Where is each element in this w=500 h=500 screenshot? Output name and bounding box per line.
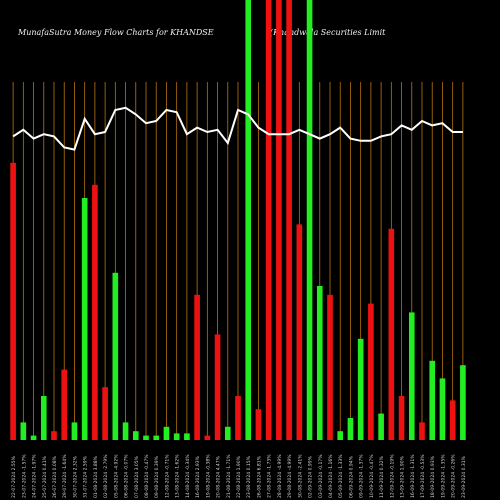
bar: [449, 400, 456, 440]
bar: [10, 162, 16, 441]
bar: [388, 228, 395, 440]
x-tick-label: 07-08-2024 3.05%: [134, 455, 140, 498]
bar: [429, 360, 436, 440]
chart-title: MunafaSutra Money Flow Charts for KHANDS…: [18, 28, 214, 37]
bar: [184, 433, 190, 440]
x-tick-label: 17-09-2024 -0.53%: [420, 454, 426, 498]
x-tick-label: 26-07-2024 0.08%: [52, 455, 58, 498]
x-tick-label: 26-08-2024 6.81%: [256, 455, 262, 498]
bar: [378, 413, 384, 440]
flow-line: [12, 106, 463, 151]
bar: [419, 422, 425, 440]
x-tick-label: 13-09-2024 1.90%: [400, 455, 406, 498]
bar: [61, 369, 68, 440]
bar: [71, 422, 78, 440]
bar: [92, 184, 98, 440]
bar: [112, 272, 119, 440]
bar: [235, 396, 241, 440]
bar: [40, 396, 47, 440]
x-tick-label: 04-09-2024 -1.16%: [328, 454, 334, 498]
x-tick-label: 09-09-2024 -1.37%: [359, 454, 365, 498]
bar: [81, 198, 88, 440]
x-tick-label: 28-08-2024 -4.99%: [277, 454, 283, 498]
bar: [276, 0, 282, 440]
bar: [153, 435, 160, 440]
x-tick-label: 11-09-2024 0.32%: [379, 455, 385, 498]
x-tick-label: 20-08-2024 4.47%: [216, 455, 222, 498]
bar: [132, 431, 139, 440]
bar: [204, 435, 211, 440]
x-tick-label: 08-08-2024 -0.47%: [144, 454, 150, 498]
bar: [173, 433, 180, 440]
bar: [327, 294, 333, 440]
bar: [214, 334, 221, 440]
bar: [368, 303, 374, 440]
bar: [122, 422, 129, 440]
x-tick-label: 19-09-2024 -1.35%: [440, 454, 446, 498]
x-tick-label: 16-08-2024 2.93%: [195, 455, 201, 498]
x-tick-label: 06-09-2024 0.94%: [348, 455, 354, 498]
x-tick-label: 16-09-2024 -1.31%: [410, 454, 416, 498]
bar: [337, 431, 344, 440]
x-tick-label: 05-09-2024 -1.33%: [338, 454, 344, 498]
bar: [20, 422, 27, 440]
x-tick-label: 05-08-2024 -4.92%: [113, 454, 119, 498]
x-tick-label: 31-07-2024 2.59%: [83, 455, 89, 498]
bar: [265, 0, 272, 440]
bar: [224, 426, 231, 440]
x-tick-label: 23-07-2024 -1.57%: [21, 454, 27, 498]
bar: [398, 396, 405, 440]
x-tick-label: 10-09-2024 -0.47%: [369, 454, 375, 498]
x-tick-label: 22-07-2024 2.55%: [11, 455, 17, 498]
bar: [51, 431, 57, 440]
x-tick-label: 24-07-2024 -1.97%: [32, 454, 38, 498]
x-tick-label: 29-07-2024 -1.64%: [62, 454, 68, 498]
x-tick-label: 02-08-2024 -2.79%: [103, 454, 109, 498]
x-tick-label: 29-08-2024 -4.99%: [287, 454, 293, 498]
x-tick-label: 30-08-2024 -2.41%: [297, 454, 303, 498]
bar: [439, 378, 446, 440]
bar: [102, 387, 108, 440]
bar: [143, 435, 149, 440]
x-tick-label: 21-08-2024 -1.71%: [226, 454, 232, 498]
x-tick-label: 23-08-2024 0.15%: [246, 455, 252, 498]
bar: [306, 0, 313, 440]
bar: [245, 0, 252, 440]
x-tick-label: 03-09-2024 -0.17%: [318, 454, 324, 498]
x-tick-label: 06-08-2024 -0.07%: [124, 454, 130, 498]
x-tick-label: 02-09-2024 0.99%: [308, 455, 314, 498]
bar: [296, 224, 303, 440]
x-tick-label: 19-08-2024 -0.38%: [205, 454, 211, 498]
x-tick-label: 14-08-2024 -0.34%: [185, 454, 191, 498]
bar: [255, 409, 262, 440]
bar: [30, 435, 37, 440]
bar: [286, 0, 292, 440]
x-tick-label: 13-08-2024 -1.62%: [175, 454, 181, 498]
x-tick-label: 01-08-2024 3.88%: [93, 455, 99, 498]
x-tick-label: 09-08-2024 0.39%: [154, 455, 160, 498]
bar: [194, 294, 200, 440]
x-tick-label: 25-07-2024 0.41%: [42, 455, 48, 498]
x-tick-label: 23-09-2024 0.31%: [461, 455, 467, 498]
chart-subtitle: (Khandwala Securities Limit: [270, 28, 386, 37]
x-tick-label: 12-09-2024 -0.19%: [389, 454, 395, 498]
x-tick-label: 30-07-2024 2.32%: [72, 455, 78, 498]
x-tick-label: 12-08-2024 -0.71%: [164, 454, 170, 498]
bar: [316, 286, 323, 440]
bar: [163, 426, 170, 440]
x-tick-label: 27-08-2024 -1.73%: [267, 454, 273, 498]
bar: [408, 312, 415, 440]
bar: [357, 338, 364, 440]
x-tick-label: 20-09-2024 -0.26%: [451, 454, 457, 498]
bar: [347, 418, 354, 440]
x-tick-label: 22-08-2024 1.90%: [236, 455, 242, 498]
x-tick-label: 18-09-2024 0.93%: [430, 455, 436, 498]
bar: [460, 365, 466, 440]
